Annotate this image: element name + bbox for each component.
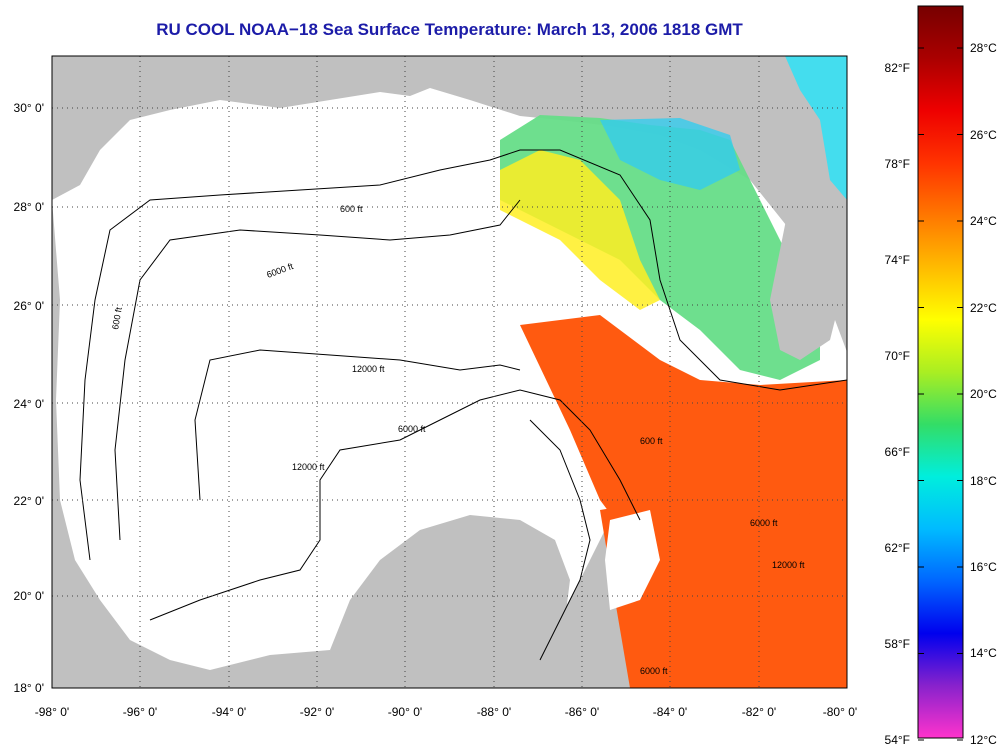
yucatan-peninsula <box>330 515 570 680</box>
fahrenheit-label: 62°F <box>885 541 910 555</box>
contour-label-12000ft-caribbean: 12000 ft <box>772 560 805 570</box>
lon-label: -80° 0' <box>823 705 857 719</box>
celsius-label: 22°C <box>970 301 997 315</box>
colorbar <box>917 5 964 739</box>
fahrenheit-label: 78°F <box>885 157 910 171</box>
sst-swath-caribbean <box>600 500 847 688</box>
celsius-label: 18°C <box>970 474 997 488</box>
celsius-label: 16°C <box>970 560 997 574</box>
celsius-label: 12°C <box>970 733 997 747</box>
fahrenheit-label: 70°F <box>885 349 910 363</box>
celsius-label: 14°C <box>970 646 997 660</box>
map-title: RU COOL NOAA−18 Sea Surface Temperature:… <box>156 20 743 39</box>
lat-label: 22° 0' <box>14 494 44 508</box>
fahrenheit-label: 58°F <box>885 637 910 651</box>
sst-swath-northeast-warm <box>500 150 660 310</box>
lon-label: -94° 0' <box>212 705 246 719</box>
lat-label: 30° 0' <box>14 101 44 115</box>
fahrenheit-label: 82°F <box>885 61 910 75</box>
fahrenheit-labels: 82°F 78°F 74°F 70°F 66°F 62°F 58°F 54°F <box>885 61 910 747</box>
celsius-label: 26°C <box>970 128 997 142</box>
lon-label: -86° 0' <box>565 705 599 719</box>
contour-label-600ft-keys: 600 ft <box>640 436 663 446</box>
celsius-labels: 28°C 26°C 24°C 22°C 20°C 18°C 16°C 14°C … <box>970 41 997 747</box>
cloud-patch <box>605 510 660 610</box>
sst-atlantic-strip <box>785 56 847 200</box>
contour-label-12000ft: 12000 ft <box>352 364 385 374</box>
contour-label-600ft: 600 ft <box>110 306 124 330</box>
longitude-labels: -98° 0' -96° 0' -94° 0' -92° 0' -90° 0' … <box>35 705 857 719</box>
celsius-label: 24°C <box>970 214 997 228</box>
contour-label-12000ft-south: 12000 ft <box>292 462 325 472</box>
contour-label-600ft-north: 600 ft <box>340 204 363 214</box>
florida-peninsula <box>740 56 847 360</box>
lon-label: -82° 0' <box>742 705 776 719</box>
lon-label: -98° 0' <box>35 705 69 719</box>
lat-label: 24° 0' <box>14 397 44 411</box>
lon-label: -92° 0' <box>300 705 334 719</box>
lon-label: -96° 0' <box>123 705 157 719</box>
contour-label-6000ft-south: 6000 ft <box>640 666 668 676</box>
lon-label: -88° 0' <box>477 705 511 719</box>
celsius-label: 28°C <box>970 41 997 55</box>
lon-label: -84° 0' <box>653 705 687 719</box>
lon-label: -90° 0' <box>388 705 422 719</box>
fahrenheit-label: 66°F <box>885 445 910 459</box>
celsius-label: 20°C <box>970 387 997 401</box>
gridlines <box>52 56 847 688</box>
contour-label-6000ft-east: 6000 ft <box>398 424 426 434</box>
lat-label: 18° 0' <box>14 681 44 695</box>
latitude-labels: 30° 0' 28° 0' 26° 0' 24° 0' 22° 0' 20° 0… <box>14 101 44 695</box>
fahrenheit-label: 54°F <box>885 733 910 747</box>
lat-label: 26° 0' <box>14 299 44 313</box>
contour-label-6000ft-cuba: 6000 ft <box>750 518 778 528</box>
map-frame <box>51 55 848 689</box>
lat-label: 28° 0' <box>14 200 44 214</box>
lat-label: 20° 0' <box>14 589 44 603</box>
fahrenheit-label: 74°F <box>885 253 910 267</box>
bathymetry-contours <box>79 149 847 661</box>
sst-swath-northeast-cool <box>600 118 740 190</box>
colorbar-ticks <box>918 47 963 741</box>
